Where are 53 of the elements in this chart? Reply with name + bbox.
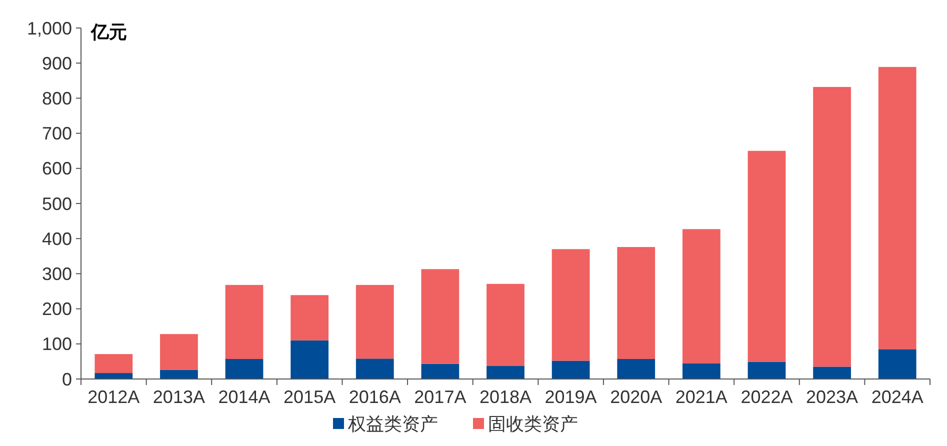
bar	[813, 86, 851, 367]
x-tick-label: 2024A	[871, 387, 924, 407]
bar	[356, 358, 394, 379]
bar	[94, 373, 133, 379]
bar	[617, 247, 656, 359]
x-tick-label: 2012A	[88, 387, 140, 407]
bar	[682, 229, 720, 364]
bar	[160, 370, 198, 379]
bar	[682, 363, 720, 379]
bar	[225, 284, 264, 359]
y-tick-label: 500	[42, 194, 72, 214]
y-tick-label: 100	[42, 334, 72, 354]
legend-label: 固收类资产	[488, 414, 578, 434]
y-tick-label: 700	[42, 124, 72, 144]
bar	[486, 366, 524, 379]
bar	[421, 269, 460, 364]
y-tick-label: 0	[62, 369, 72, 390]
bar	[552, 360, 590, 379]
x-tick-label: 2018A	[479, 387, 532, 407]
y-tick-label: 300	[42, 264, 72, 284]
y-tick-label: 400	[42, 228, 72, 249]
y-tick-label: 800	[42, 88, 72, 108]
bar	[813, 366, 851, 379]
x-tick-label: 2023A	[806, 387, 858, 407]
bar	[748, 362, 786, 379]
bar	[748, 150, 786, 362]
bar	[421, 364, 460, 379]
y-tick-label: 900	[42, 53, 72, 74]
bar	[878, 349, 916, 379]
x-tick-label: 2016A	[348, 387, 401, 407]
bar	[225, 358, 264, 379]
legend-label: 权益类资产	[347, 414, 438, 434]
x-tick-label: 2019A	[544, 387, 597, 407]
x-tick-label: 2020A	[610, 387, 662, 407]
x-tick-label: 2021A	[675, 387, 728, 407]
y-axis-title: 亿元	[90, 22, 127, 42]
bar	[552, 249, 590, 361]
bar	[94, 354, 133, 374]
bar	[486, 284, 524, 366]
x-tick-label: 2017A	[414, 387, 466, 407]
x-tick-label: 2022A	[740, 387, 793, 407]
bar	[617, 358, 656, 379]
x-tick-label: 2013A	[152, 387, 205, 407]
x-tick-label: 2014A	[218, 387, 270, 407]
bar	[290, 340, 329, 379]
bar	[878, 66, 916, 350]
bar	[160, 334, 198, 370]
y-tick-label: 600	[42, 158, 72, 179]
bar	[356, 284, 394, 359]
x-tick-label: 2015A	[284, 387, 336, 407]
y-tick-label: 200	[42, 299, 72, 320]
y-tick-label: 1,000	[26, 18, 72, 38]
bar	[290, 295, 329, 340]
